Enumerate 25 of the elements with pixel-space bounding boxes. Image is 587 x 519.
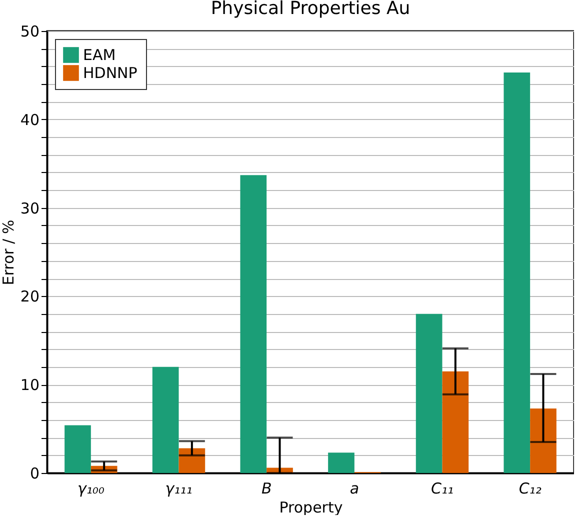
y-tick-label: 0 <box>30 464 40 482</box>
bar <box>328 452 354 473</box>
x-tick-label: γ₁₁₁ <box>165 480 192 498</box>
bar <box>178 448 206 473</box>
x-tick-label: γ₁₀₀ <box>77 480 104 498</box>
y-tick-label: 20 <box>20 288 40 306</box>
bar <box>152 366 179 473</box>
legend-label: EAM <box>83 46 116 64</box>
legend-label: HDNNP <box>83 64 138 82</box>
y-tick-label: 50 <box>20 22 40 40</box>
y-tick-label: 10 <box>20 376 40 394</box>
y-tick-label: 30 <box>20 199 40 218</box>
x-tick-label: a <box>350 480 360 498</box>
bar <box>504 72 530 473</box>
bar <box>442 371 469 473</box>
x-tick-label: C₁₁ <box>431 480 454 498</box>
y-axis-title: Error / % <box>0 220 18 286</box>
y-tick-label: 40 <box>20 110 40 129</box>
bar <box>530 408 556 473</box>
x-tick-label: B <box>261 480 272 498</box>
bar <box>64 425 91 473</box>
chart-title: Physical Properties Au <box>210 0 410 19</box>
bar <box>240 175 267 473</box>
x-tick-label: C₁₂ <box>518 480 542 498</box>
bar <box>416 314 442 473</box>
